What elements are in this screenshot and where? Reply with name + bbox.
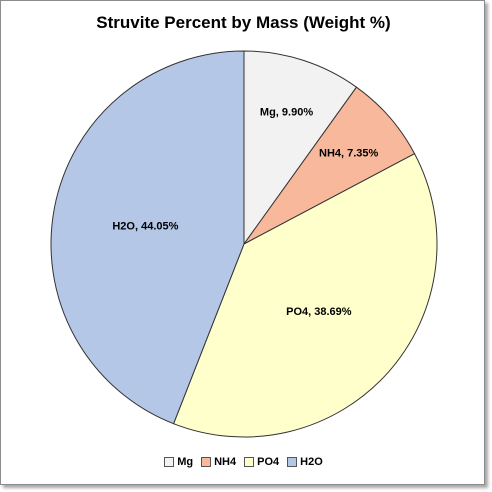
- slice-label-po4: PO4, 38.69%: [286, 306, 352, 318]
- legend-item-nh4: NH4: [201, 456, 236, 468]
- legend-swatch: [164, 457, 175, 467]
- legend-label: Mg: [177, 456, 194, 468]
- legend-swatch: [201, 457, 212, 467]
- legend-item-h2o: H2O: [287, 456, 323, 468]
- chart-legend: Mg NH4 PO4 H2O: [1, 456, 486, 468]
- slice-label-h2o: H2O, 44.05%: [112, 220, 178, 232]
- pie-slice-mg: [243, 50, 358, 246]
- legend-swatch: [287, 457, 298, 467]
- legend-label: H2O: [300, 456, 323, 468]
- pie-slice-h2o: [50, 50, 245, 425]
- chart-title: Struvite Percent by Mass (Weight %): [96, 13, 391, 32]
- chart-frame: Struvite Percent by Mass (Weight %) Mg, …: [0, 0, 485, 485]
- legend-label: PO4: [257, 456, 280, 468]
- legend-item-po4: PO4: [244, 456, 279, 468]
- slice-label-nh4: NH4, 7.35%: [319, 148, 379, 160]
- slice-label-mg: Mg, 9.90%: [260, 107, 313, 119]
- pie-slice-po4: [172, 153, 438, 438]
- legend-swatch: [244, 457, 255, 467]
- legend-label: NH4: [214, 456, 237, 468]
- legend-item-mg: Mg: [164, 456, 193, 468]
- pie-chart: Mg, 9.90% NH4, 7.35% PO4, 38.69% H2O, 44.05…: [50, 50, 438, 438]
